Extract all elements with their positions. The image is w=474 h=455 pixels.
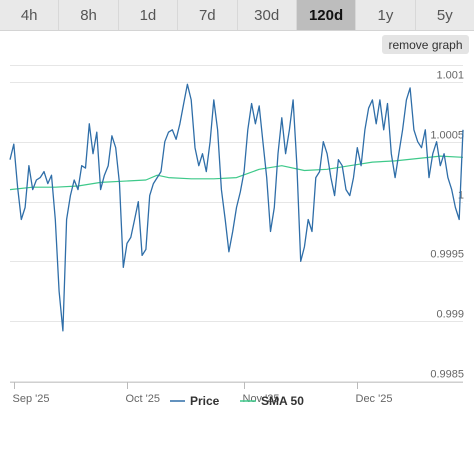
- y-tick-label: 1.0005: [430, 130, 464, 142]
- series-layer: [9, 83, 464, 332]
- y-tick-label: 1: [458, 190, 464, 202]
- x-tick-label: Sep '25: [13, 393, 50, 405]
- range-tab-8h[interactable]: 8h: [59, 0, 119, 30]
- range-tab-30d[interactable]: 30d: [238, 0, 297, 30]
- x-tick-label: Nov '25: [243, 393, 280, 405]
- range-tab-7d[interactable]: 7d: [178, 0, 238, 30]
- y-tick-label: 0.999: [436, 309, 464, 321]
- legend-sma-50[interactable]: SMA 50: [240, 394, 304, 408]
- range-tab-4h[interactable]: 4h: [0, 0, 60, 30]
- range-tab-5y[interactable]: 5y: [436, 6, 453, 24]
- range-tab-1d[interactable]: 1d: [119, 0, 179, 30]
- legend: Price SMA 50: [170, 394, 304, 408]
- legend-label: Price: [190, 394, 220, 408]
- axes: 1.001 1.0005 1 0.9995 0.999 0.9985 Sep '25 Oct …: [10, 70, 464, 405]
- grid-lines: [10, 65, 463, 382]
- y-tick-label: 1.001: [436, 70, 464, 82]
- price-line: [9, 83, 464, 332]
- range-tabs: 4h 8h 1d 7d 30d 120d 1y 5y: [0, 0, 474, 31]
- remove-graph-button[interactable]: remove graph: [382, 35, 469, 54]
- y-tick-label: 0.9985: [430, 369, 464, 381]
- legend-label: SMA 50: [261, 394, 304, 408]
- sma-50-line: [9, 155, 464, 191]
- y-tick-label: 0.9995: [430, 249, 464, 261]
- legend-price[interactable]: Price: [170, 394, 220, 408]
- x-tick-label: Dec '25: [356, 393, 393, 405]
- range-tab-120d[interactable]: 120d: [296, 0, 357, 30]
- range-tab-1y[interactable]: 1y: [356, 0, 416, 30]
- x-tick-label: Oct '25: [126, 393, 161, 405]
